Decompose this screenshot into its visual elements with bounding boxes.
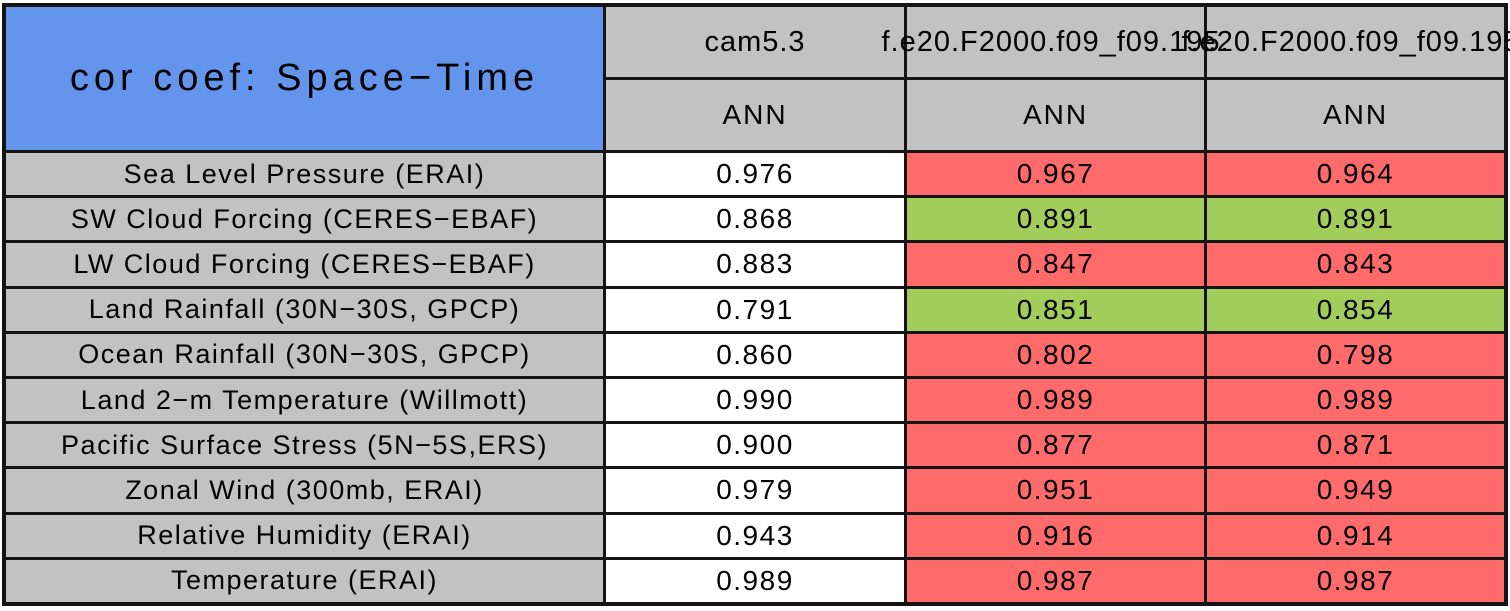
value-cell: 0.860: [606, 333, 904, 376]
row-label: Sea Level Pressure (ERAI): [123, 158, 486, 189]
row-label: Zonal Wind (300mb, ERAI): [125, 474, 484, 505]
model-header-cell-1: cam5.3: [606, 7, 904, 77]
value-cell: 0.951: [907, 469, 1204, 512]
value-text: 0.987: [1016, 564, 1095, 596]
value-cell: 0.791: [606, 288, 904, 331]
model-header-label-2: f.e20.F2000.f09_f09.195.: [881, 25, 1230, 58]
model-header-label-3: f.e20.F2000.f09_f09.195.: [1181, 25, 1510, 58]
value-cell: 0.868: [606, 198, 904, 241]
table-title-cell: cor coef: Space−Time: [6, 7, 603, 150]
value-cell: 0.847: [907, 243, 1204, 286]
value-text: 0.914: [1316, 519, 1395, 551]
value-text: 0.891: [1316, 203, 1395, 235]
value-text: 0.976: [716, 158, 794, 190]
value-cell: 0.843: [1207, 243, 1504, 286]
value-text: 0.883: [716, 248, 794, 280]
row-label: Pacific Surface Stress (5N−5S,ERS): [61, 429, 548, 460]
row-label-cell: Temperature (ERAI): [6, 559, 603, 602]
value-text: 0.989: [1316, 384, 1395, 416]
value-cell: 0.798: [1207, 333, 1504, 376]
value-cell: 0.854: [1207, 288, 1504, 331]
value-text: 0.847: [1016, 248, 1095, 280]
value-text: 0.989: [716, 564, 794, 596]
value-text: 0.979: [716, 474, 794, 506]
value-text: 0.891: [1016, 203, 1095, 235]
value-cell: 0.989: [907, 379, 1204, 422]
model-header-cell-3: f.e20.F2000.f09_f09.195.: [1181, 7, 1510, 77]
value-text: 0.860: [716, 338, 794, 370]
value-cell: 0.990: [606, 379, 904, 422]
season-header-cell-2: ANN: [907, 80, 1204, 150]
row-label-cell: Sea Level Pressure (ERAI): [6, 153, 603, 196]
row-label-cell: Zonal Wind (300mb, ERAI): [6, 469, 603, 512]
row-label: Ocean Rainfall (30N−30S, GPCP): [78, 339, 531, 370]
metrics-table: cor coef: Space−Time cam5.3 f.e20.F2000.…: [2, 3, 1510, 606]
row-label: Temperature (ERAI): [170, 565, 439, 596]
value-text: 0.987: [1316, 564, 1395, 596]
model-header-label-1: cam5.3: [704, 25, 806, 58]
season-header-label-2: ANN: [1022, 99, 1089, 130]
season-header-label-3: ANN: [1322, 99, 1389, 130]
value-cell: 0.943: [606, 514, 904, 557]
value-text: 0.989: [1016, 384, 1095, 416]
value-text: 0.967: [1016, 158, 1095, 190]
row-label: Land 2−m Temperature (Willmott): [80, 384, 529, 415]
value-cell: 0.802: [907, 333, 1204, 376]
value-cell: 0.976: [606, 153, 904, 196]
row-label-cell: Land Rainfall (30N−30S, GPCP): [6, 288, 603, 331]
value-cell: 0.967: [907, 153, 1204, 196]
value-text: 0.843: [1316, 248, 1395, 280]
row-label-cell: Pacific Surface Stress (5N−5S,ERS): [6, 424, 603, 467]
value-cell: 0.851: [907, 288, 1204, 331]
value-text: 0.990: [716, 384, 794, 416]
value-text: 0.900: [716, 429, 794, 461]
value-cell: 0.916: [907, 514, 1204, 557]
value-cell: 0.949: [1207, 469, 1504, 512]
row-label: LW Cloud Forcing (CERES−EBAF): [73, 248, 536, 279]
row-label-cell: SW Cloud Forcing (CERES−EBAF): [6, 198, 603, 241]
value-cell: 0.891: [1207, 198, 1504, 241]
season-header-cell-3: ANN: [1207, 80, 1504, 150]
value-text: 0.951: [1016, 474, 1095, 506]
value-cell: 0.979: [606, 469, 904, 512]
season-header-label-1: ANN: [722, 99, 788, 130]
value-cell: 0.877: [907, 424, 1204, 467]
row-label-cell: Ocean Rainfall (30N−30S, GPCP): [6, 333, 603, 376]
row-label-cell: Relative Humidity (ERAI): [6, 514, 603, 557]
value-text: 0.943: [716, 519, 794, 551]
row-label-cell: Land 2−m Temperature (Willmott): [6, 379, 603, 422]
row-label: Relative Humidity (ERAI): [137, 520, 472, 551]
value-cell: 0.987: [1207, 559, 1504, 602]
value-text: 0.964: [1316, 158, 1395, 190]
value-cell: 0.871: [1207, 424, 1504, 467]
value-text: 0.877: [1016, 429, 1095, 461]
value-text: 0.854: [1316, 293, 1395, 325]
value-cell: 0.914: [1207, 514, 1504, 557]
row-label: SW Cloud Forcing (CERES−EBAF): [70, 203, 539, 234]
value-cell: 0.987: [907, 559, 1204, 602]
value-text: 0.851: [1016, 293, 1095, 325]
model-header-cell-2: f.e20.F2000.f09_f09.195.: [881, 7, 1229, 77]
value-text: 0.868: [716, 203, 794, 235]
value-text: 0.871: [1316, 429, 1395, 461]
value-text: 0.791: [716, 293, 794, 325]
value-cell: 0.964: [1207, 153, 1504, 196]
value-cell: 0.891: [907, 198, 1204, 241]
row-label: Land Rainfall (30N−30S, GPCP): [88, 294, 521, 325]
row-label-cell: LW Cloud Forcing (CERES−EBAF): [6, 243, 603, 286]
value-text: 0.798: [1316, 338, 1395, 370]
value-text: 0.949: [1316, 474, 1395, 506]
value-cell: 0.989: [1207, 379, 1504, 422]
season-header-cell-1: ANN: [606, 80, 904, 150]
value-cell: 0.883: [606, 243, 904, 286]
value-text: 0.802: [1016, 338, 1095, 370]
value-text: 0.916: [1016, 519, 1095, 551]
value-cell: 0.989: [606, 559, 904, 602]
value-cell: 0.900: [606, 424, 904, 467]
table-title: cor coef: Space−Time: [69, 57, 540, 99]
